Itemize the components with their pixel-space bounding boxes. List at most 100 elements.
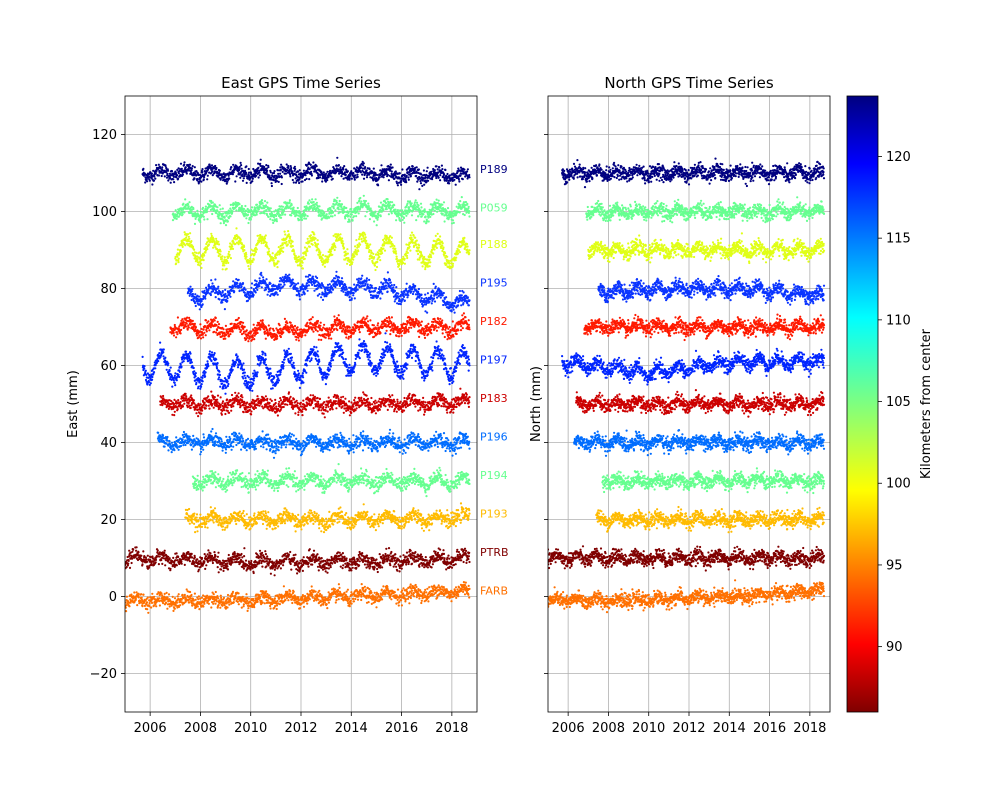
data-point: [190, 240, 193, 243]
data-point: [231, 245, 234, 248]
data-point: [352, 172, 355, 175]
data-point: [211, 212, 214, 216]
data-point: [259, 162, 262, 165]
data-point: [399, 209, 402, 212]
data-point: [205, 330, 208, 333]
data-point: [218, 214, 221, 217]
data-point: [322, 175, 326, 178]
data-point: [204, 334, 207, 337]
data-point: [420, 215, 423, 218]
data-point: [341, 172, 344, 176]
data-point: [282, 209, 286, 212]
data-point: [223, 176, 226, 179]
data-point: [181, 213, 184, 216]
data-point: [365, 277, 368, 280]
data-point: [303, 178, 307, 182]
data-point: [433, 209, 436, 212]
data-point: [464, 201, 468, 204]
data-point: [295, 214, 299, 217]
data-point: [460, 172, 463, 175]
data-point: [405, 243, 408, 246]
data-point: [276, 335, 279, 338]
data-point: [271, 213, 274, 216]
data-point: [173, 181, 176, 184]
data-point: [187, 235, 190, 238]
data-point: [377, 214, 380, 217]
data-point: [282, 250, 285, 253]
data-point: [319, 284, 322, 287]
data-point: [251, 338, 254, 341]
data-point: [372, 179, 375, 182]
data-point: [365, 176, 369, 179]
data-point: [320, 286, 323, 289]
data-point: [371, 176, 374, 179]
data-point: [446, 211, 449, 214]
data-point: [250, 330, 253, 333]
data-point: [253, 252, 256, 255]
data-point: [277, 180, 280, 183]
data-point: [373, 264, 376, 267]
data-point: [424, 268, 427, 271]
data-point: [234, 167, 237, 170]
data-point: [428, 300, 431, 303]
data-point: [252, 293, 255, 297]
data-point: [402, 295, 406, 298]
data-point: [263, 200, 267, 203]
data-point: [444, 252, 447, 255]
data-point: [190, 298, 193, 302]
data-point: [319, 251, 322, 254]
data-point: [296, 294, 299, 297]
data-point: [321, 254, 325, 257]
data-point: [330, 175, 333, 178]
data-point: [264, 204, 268, 207]
data-point: [246, 336, 249, 339]
data-point: [334, 209, 337, 212]
data-point: [416, 180, 419, 183]
data-point: [457, 252, 460, 255]
data-point: [265, 209, 268, 212]
data-point: [369, 293, 372, 297]
data-point: [200, 176, 203, 179]
data-point: [181, 173, 184, 176]
data-point: [394, 208, 397, 211]
data-point: [226, 299, 229, 303]
data-point: [337, 164, 340, 167]
data-point: [281, 213, 284, 216]
data-point: [217, 240, 220, 243]
data-point: [374, 268, 377, 272]
data-point: [243, 291, 246, 294]
data-point: [344, 217, 347, 220]
data-point: [236, 282, 239, 285]
data-point: [303, 246, 307, 249]
data-point: [168, 172, 171, 175]
data-point: [309, 274, 312, 277]
data-point: [279, 335, 282, 339]
data-point: [259, 328, 262, 331]
data-point: [216, 320, 219, 323]
data-point: [191, 288, 194, 291]
data-point: [243, 245, 246, 248]
data-point: [384, 201, 388, 205]
data-point: [458, 180, 461, 183]
data-point: [379, 215, 382, 218]
data-point: [326, 179, 329, 182]
data-point: [382, 247, 385, 250]
data-point: [252, 323, 255, 326]
data-point: [423, 255, 426, 259]
data-point: [183, 161, 186, 164]
data-point: [316, 239, 319, 242]
data-point: [453, 311, 456, 314]
data-point: [183, 211, 186, 214]
data-point: [206, 248, 209, 251]
data-point: [176, 248, 179, 251]
data-point: [172, 334, 176, 337]
data-point: [145, 178, 148, 181]
data-point: [432, 282, 435, 285]
data-point: [294, 177, 297, 180]
data-point: [198, 264, 201, 267]
data-point: [409, 234, 412, 237]
data-point: [212, 237, 215, 241]
data-point: [421, 265, 424, 268]
data-point: [272, 216, 276, 219]
data-point: [466, 296, 469, 299]
